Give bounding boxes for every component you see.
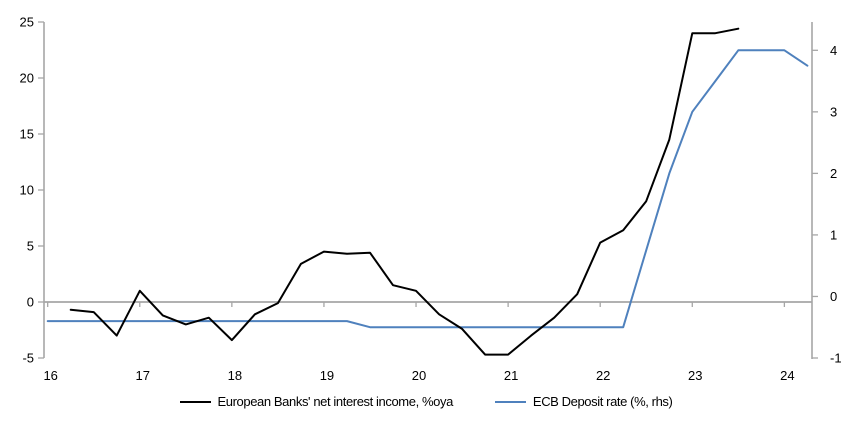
right-axis-tick-label: 2 [830, 166, 837, 181]
legend-item-ecb-deposit-rate: ECB Deposit rate (%, rhs) [494, 394, 673, 409]
x-axis-tick-label: 17 [136, 368, 150, 383]
x-axis-tick-label: 19 [320, 368, 334, 383]
legend-label-ecb-deposit-rate: ECB Deposit rate (%, rhs) [532, 394, 673, 409]
x-axis-tick-label: 16 [43, 368, 57, 383]
left-axis-tick-label: 10 [20, 183, 34, 198]
left-axis: 25 20 15 10 5 0 -5 [20, 15, 45, 366]
right-axis-tick-label: 0 [830, 289, 837, 304]
left-axis-tick-label: 15 [20, 127, 34, 142]
black-line-swatch [179, 400, 211, 403]
left-axis-tick-label: 25 [20, 15, 34, 30]
right-axis-tick-label: 4 [830, 43, 837, 58]
x-axis-tick-label: 20 [412, 368, 426, 383]
x-axis-tick-label: 23 [688, 368, 702, 383]
left-axis-tick-label: 5 [27, 239, 34, 254]
legend-label-net-interest-income: European Banks' net interest income, %oy… [217, 394, 454, 409]
left-axis-tick-label: 20 [20, 71, 34, 86]
x-axis-tick-label: 24 [780, 368, 794, 383]
x-axis-tick-label: 21 [504, 368, 518, 383]
x-axis-tick-label: 18 [228, 368, 242, 383]
x-axis-labels: 16 17 18 19 20 21 22 23 24 [43, 368, 794, 383]
x-axis-tick-label: 22 [596, 368, 610, 383]
right-axis-tick-label: -1 [830, 351, 842, 366]
right-axis-tick-label: 1 [830, 227, 837, 242]
legend-item-net-interest-income: European Banks' net interest income, %oy… [179, 394, 454, 409]
blue-line-swatch [494, 400, 526, 403]
right-axis: 4 3 2 1 0 -1 [811, 22, 842, 366]
chart-legend: European Banks' net interest income, %oy… [0, 394, 852, 409]
series-line-ecb-deposit-rate [46, 49, 809, 329]
left-axis-tick-label: -5 [22, 351, 34, 366]
series-line-net-interest-income [69, 27, 740, 356]
left-axis-tick-label: 0 [27, 295, 34, 310]
right-axis-tick-label: 3 [830, 104, 837, 119]
